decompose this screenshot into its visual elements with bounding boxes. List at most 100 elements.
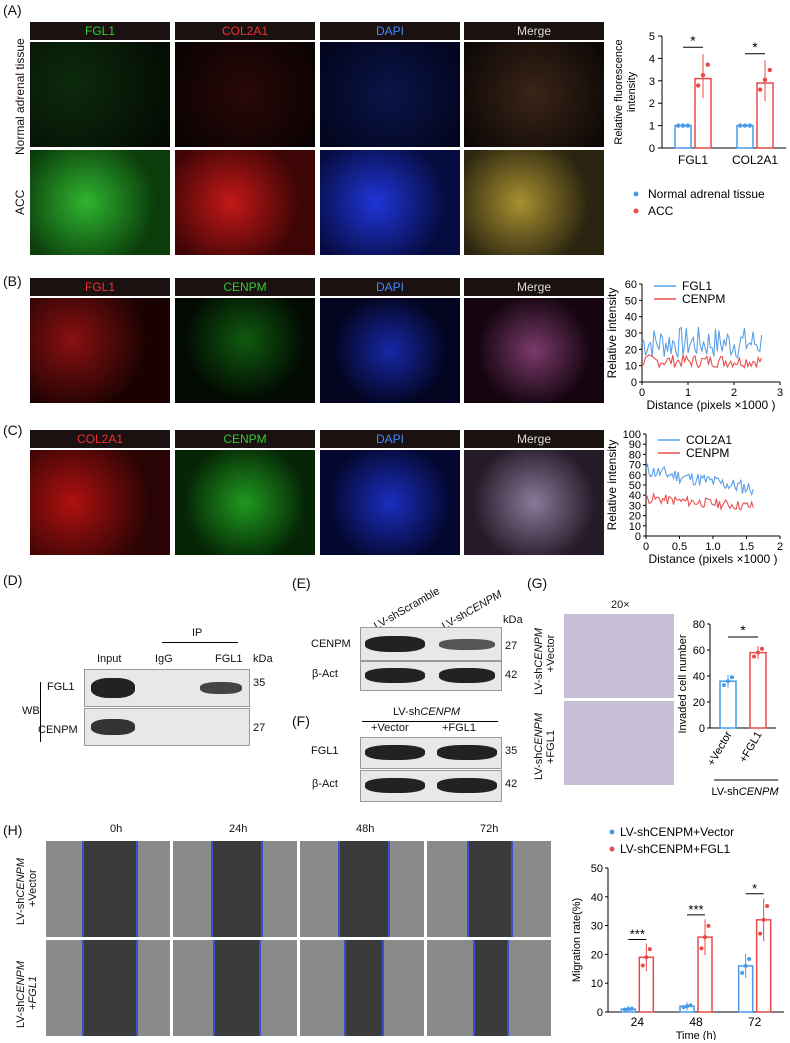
legend-marker (633, 191, 639, 197)
x-tick-label: +Vector (705, 729, 734, 768)
data-point (703, 935, 707, 940)
legend-label: LV-shCENPM+FGL1 (620, 842, 730, 856)
y-tick-label: 40 (629, 490, 641, 502)
significance-label: *** (688, 902, 703, 917)
image-b-cenpm (175, 298, 315, 403)
y-tick-label: 0 (699, 723, 705, 735)
image-g-vector (564, 614, 674, 698)
kda-e-42: 42 (505, 669, 518, 681)
y-tick-label: 90 (629, 439, 641, 451)
legend-label: LV-shCENPM+Vector (620, 825, 734, 839)
panel-label-a: (A) (3, 2, 22, 18)
y-tick-label: 20 (629, 511, 641, 523)
bar (736, 124, 754, 149)
header-c-col2a1: COL2A1 (30, 430, 170, 448)
significance-label: *** (630, 926, 645, 941)
row-label-e-bact: β-Act (312, 668, 338, 680)
series-line (641, 326, 763, 359)
legend-label: CENPM (682, 292, 725, 306)
y-tick-label: 0 (635, 531, 641, 543)
legend-label: FGL1 (682, 279, 712, 293)
h-row-label-fgl1: LV-shCENPM +FGL1 (15, 960, 39, 1028)
header-fgl1: FGL1 (30, 22, 170, 40)
significance-label: * (690, 32, 696, 48)
kda-f-42: 42 (505, 778, 518, 790)
y-tick-label: 80 (693, 619, 705, 631)
data-point (644, 955, 649, 960)
data-point (676, 123, 681, 128)
g-row-label-vector: LV-shCENPM +Vector (533, 627, 557, 695)
igg-label: IgG (155, 653, 173, 665)
image-c-merge (464, 450, 604, 555)
image-acc-col2a1 (175, 150, 315, 255)
legend-label: COL2A1 (686, 433, 732, 447)
y-tick-label: 80 (629, 449, 641, 461)
input-label: Input (97, 653, 122, 665)
y-tick-label: 70 (629, 460, 641, 472)
y-tick-label: 40 (625, 312, 637, 324)
x-tick-label: 2 (777, 541, 783, 553)
y-tick-label: 20 (591, 949, 603, 961)
x-tick-label: +FGL1 (737, 730, 764, 765)
f-top-label: LV-shCENPM (393, 706, 461, 718)
data-point (752, 654, 756, 659)
significance-label: * (752, 881, 757, 896)
image-h-vector-48h (300, 841, 424, 937)
header-merge: Merge (464, 22, 604, 40)
kda-d-27: 27 (253, 722, 266, 734)
legend-marker (633, 208, 639, 214)
data-point (705, 62, 710, 67)
panel-label-b: (B) (3, 273, 22, 289)
y-tick-label: 0 (631, 377, 637, 389)
data-point (758, 87, 763, 92)
legend-label: Normal adrenal tissue (648, 187, 765, 201)
data-point (681, 1005, 686, 1010)
image-c-col2a1 (30, 450, 170, 555)
data-point (740, 970, 745, 975)
image-h-fgl1-72h (427, 940, 551, 1036)
image-acc-fgl1 (30, 150, 170, 255)
image-normal-col2a1 (175, 42, 315, 147)
wb-label: WB (22, 705, 40, 717)
header-c-merge: Merge (464, 430, 604, 448)
y-tick-label: 0 (649, 143, 655, 155)
blot-d-fgl1 (84, 669, 250, 707)
kda-label-e: kDa (503, 614, 523, 626)
data-point (629, 1006, 634, 1011)
panel-label-d: (D) (3, 572, 23, 588)
row-label-e-cenpm: CENPM (311, 638, 351, 650)
header-b-dapi: DAPI (320, 278, 460, 296)
time-0h: 0h (110, 823, 123, 835)
y-tick-label: 3 (649, 76, 655, 88)
x-tick-label: 1.0 (705, 541, 720, 553)
data-point (706, 923, 711, 928)
blot-f-bact (360, 770, 502, 802)
legend-label: ACC (648, 204, 674, 218)
y-tick-label: 2 (649, 98, 655, 110)
g-row-label-fgl1: LV-shCENPM +FGL1 (533, 712, 557, 780)
data-point (699, 946, 704, 951)
row-label-normal: Normal adrenal tissue (13, 38, 27, 155)
image-h-vector-24h (173, 841, 297, 937)
data-point (743, 963, 748, 968)
data-point (688, 1003, 693, 1008)
data-point (767, 67, 772, 73)
data-point (756, 650, 760, 655)
series-line (645, 491, 754, 511)
image-acc-dapi (320, 150, 460, 255)
header-b-fgl1: FGL1 (30, 278, 170, 296)
y-axis-label: Invaded cell number (677, 634, 689, 733)
chart-g: 0 20 40 60 80 Invaded cell number +Vector +FGL1… (677, 619, 779, 798)
legend-marker (609, 846, 615, 852)
bar (719, 680, 737, 729)
h-row-label-vector: LV-shCENPM +Vector (15, 857, 39, 925)
image-h-vector-0h (46, 841, 170, 937)
x-tick-label: 48 (689, 1015, 703, 1029)
image-b-dapi (320, 298, 460, 403)
panel-label-h: (H) (3, 822, 23, 838)
y-tick-label: 5 (649, 31, 655, 43)
ip-line (162, 642, 238, 643)
